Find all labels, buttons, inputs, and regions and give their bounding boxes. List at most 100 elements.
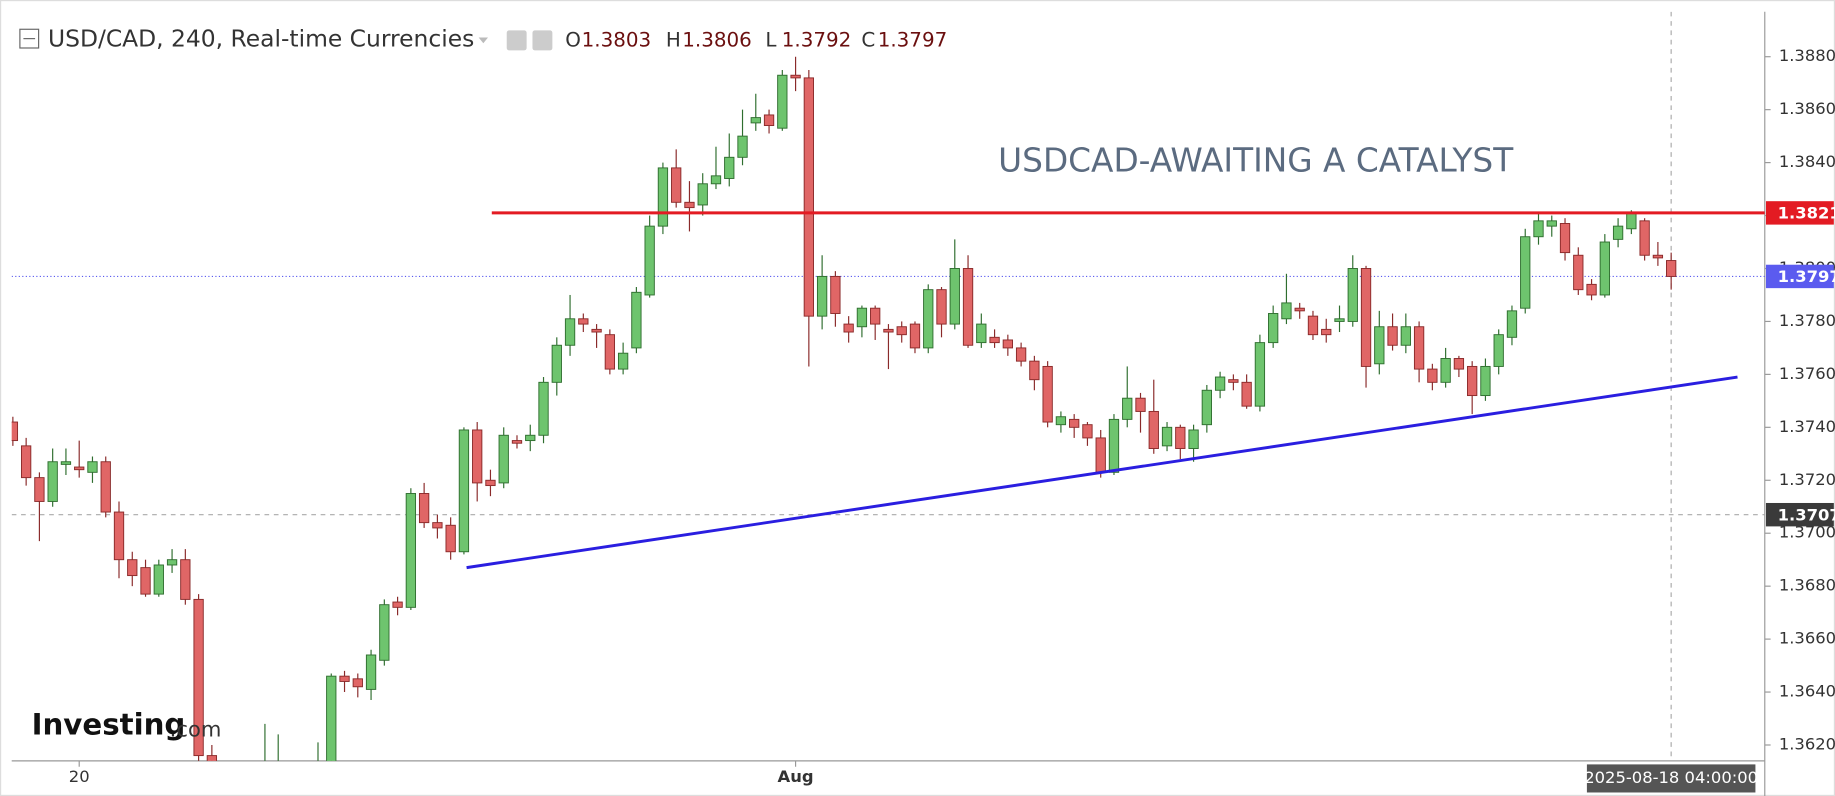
settings-icon[interactable] [532,30,553,51]
candle-body [153,564,164,595]
candle-body [1387,326,1398,346]
candle-body [166,559,178,566]
y-tick-label: 1.3860 [1779,99,1835,118]
candle-body [1506,310,1518,338]
candle-body [724,156,735,179]
candle-body [1413,326,1425,370]
candle-body [1175,426,1186,449]
candle-body [976,323,987,344]
candle-body [1042,365,1053,423]
candle-body [909,323,921,349]
candle-body [1015,347,1027,362]
candle-body [883,328,894,333]
candle-body [339,675,350,682]
candle-body [432,522,443,529]
candle-body [472,429,483,484]
candle-body [392,601,403,608]
candle-body [538,381,549,436]
candle-body [604,334,616,370]
y-tick-label: 1.3620 [1779,734,1835,753]
candle-body [1467,365,1478,397]
candle-body [47,461,58,502]
candle-body [1652,254,1664,259]
candle-body [923,289,934,349]
candle-body [1214,376,1226,391]
candle-body [113,511,125,561]
candle-body [790,74,801,79]
collapse-icon[interactable] [19,28,40,49]
candle-body [405,493,417,608]
candle-body [962,268,974,346]
ohlc-letter: C [861,28,875,51]
y-tick-label: 1.3700 [1779,523,1835,542]
candle-body [1161,426,1173,447]
x-tick-label: 20 [69,767,90,786]
resistance-label: 1.3821 [1778,204,1835,223]
candle-body [140,567,151,595]
candle-body [20,445,32,479]
candle-body [1108,418,1120,473]
candle-body [1055,416,1067,426]
y-tick-label: 1.3780 [1779,311,1835,330]
y-tick-label: 1.3880 [1779,46,1835,65]
candle-body [525,434,536,442]
candle-body [445,524,456,553]
candle-body [379,604,390,661]
candle-body [1612,225,1624,240]
candle-body [365,654,377,690]
candle-body [1002,339,1013,349]
candle-body [1095,437,1106,473]
candle-body [1374,326,1385,365]
y-tick-label: 1.3760 [1779,364,1835,383]
candle-body [193,598,204,757]
candle-body [578,318,589,325]
candle-body [74,466,85,471]
candle-body [1307,315,1319,336]
candle-body [1281,302,1292,320]
ohlc-value: 1.3803 [582,28,652,51]
dropdown-caret[interactable] [478,37,489,44]
resistance-label-box [1765,201,1834,225]
candle-body [1241,381,1252,407]
last-price-label: 1.3797 [1778,267,1835,286]
candle-body [657,167,669,227]
candle-body [1639,220,1650,256]
candle-body [1493,334,1504,367]
candle-body [671,167,682,203]
candle-body [1069,418,1080,428]
candle-body [989,336,1000,344]
candle-body [1268,313,1279,344]
candle-body [1254,342,1266,407]
candle-body [1188,429,1199,449]
candle-body [87,461,98,473]
candle-body [1626,212,1637,230]
candle-body [750,117,761,124]
y-tick-label: 1.3640 [1779,682,1835,701]
candle-body [763,114,775,127]
time-label: 2025-08-18 04:00:00 [1584,768,1758,787]
candle-body [1228,379,1239,383]
candle-body [777,74,788,129]
candle-body [1599,241,1610,296]
visibility-icon[interactable] [506,30,527,51]
candle-body [1440,358,1451,383]
annotation: USDCAD-AWAITING A CATALYST [998,142,1514,180]
time-label-box [1586,764,1756,793]
candle-body [1347,268,1358,322]
plot-area [11,11,1765,761]
candle-body [896,326,907,336]
candle-body [206,755,218,761]
candle-body [326,675,337,761]
candle-body [1082,424,1093,439]
crosshair-price-label: 1.3707 [1778,505,1835,524]
candle-body [949,268,960,325]
candle-body [551,344,562,383]
y-tick-label: 1.3740 [1779,417,1835,436]
candle-body [1573,254,1584,291]
candle-body [856,307,868,328]
ohlc-value: 1.3806 [682,28,752,51]
candle-body [458,429,470,553]
candle-body [1427,368,1438,383]
ohlc-letter: O [565,28,581,51]
